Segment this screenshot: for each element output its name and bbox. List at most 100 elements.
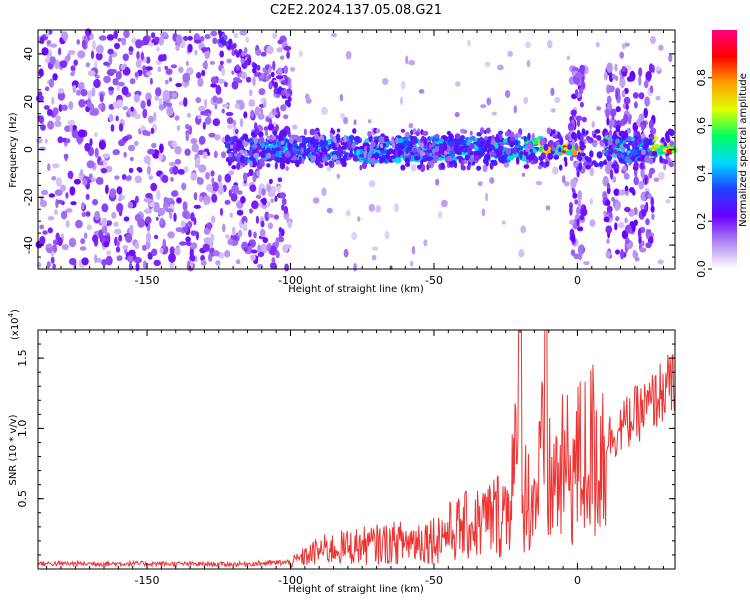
heatmap-cell bbox=[149, 202, 155, 208]
heatmap-cell bbox=[65, 220, 70, 228]
heatmap-cell bbox=[265, 147, 271, 155]
heatmap-cell bbox=[221, 136, 226, 144]
heatmap-cell bbox=[433, 155, 438, 164]
heatmap-cell bbox=[321, 106, 328, 116]
heatmap-cell bbox=[236, 140, 243, 147]
heatmap-cell bbox=[98, 103, 103, 110]
heatmap-cell bbox=[67, 50, 76, 55]
heatmap-cell bbox=[91, 87, 96, 97]
heatmap-cell bbox=[527, 142, 533, 150]
heatmap-cell bbox=[243, 111, 248, 119]
heatmap-cell bbox=[165, 208, 174, 213]
heatmap-cell bbox=[95, 257, 102, 263]
heatmap-cell bbox=[461, 165, 466, 171]
heatmap-cell bbox=[651, 151, 658, 157]
heatmap-cell bbox=[116, 186, 123, 195]
heatmap-cell bbox=[67, 119, 76, 126]
heatmap-cell bbox=[630, 149, 638, 156]
heatmap-cell bbox=[134, 256, 142, 264]
heatmap-cell bbox=[577, 162, 583, 171]
heatmap-cell bbox=[507, 50, 513, 57]
heatmap-cell bbox=[86, 160, 95, 169]
heatmap-cell bbox=[275, 75, 284, 80]
spectrogram-x-ticks: -150 -100 -50 0 bbox=[46, 30, 665, 287]
heatmap-cell bbox=[491, 138, 496, 146]
heatmap-cell bbox=[235, 51, 240, 58]
heatmap-cell bbox=[123, 135, 129, 142]
heatmap-cell bbox=[469, 136, 474, 141]
heatmap-cell bbox=[121, 86, 129, 96]
heatmap-cell bbox=[607, 139, 613, 146]
heatmap-cell bbox=[261, 197, 267, 206]
heatmap-cell bbox=[117, 81, 125, 87]
heatmap-cell bbox=[606, 160, 614, 172]
heatmap-cell bbox=[606, 154, 613, 162]
heatmap-cell bbox=[608, 150, 613, 155]
heatmap-cell bbox=[395, 137, 399, 145]
heatmap-cell bbox=[278, 131, 284, 139]
heatmap-cell bbox=[371, 254, 377, 261]
heatmap-cell bbox=[331, 32, 337, 38]
heatmap-cell bbox=[441, 146, 448, 151]
heatmap-cell bbox=[611, 163, 616, 169]
heatmap-cell bbox=[135, 39, 143, 49]
heatmap-cell bbox=[622, 133, 626, 140]
heatmap-cell bbox=[206, 184, 213, 192]
heatmap-cell bbox=[165, 102, 173, 108]
heatmap-cell bbox=[527, 132, 531, 141]
heatmap-cell bbox=[85, 193, 90, 200]
heatmap-cell bbox=[87, 70, 96, 77]
heatmap-cell bbox=[367, 131, 372, 138]
heatmap-cell bbox=[142, 108, 148, 119]
heatmap-cell bbox=[630, 156, 636, 161]
heatmap-cell bbox=[223, 34, 228, 41]
heatmap-cell bbox=[286, 50, 290, 59]
heatmap-cell bbox=[224, 250, 231, 258]
heatmap-cell bbox=[324, 156, 328, 161]
heatmap-cell bbox=[280, 55, 285, 60]
heatmap-cell bbox=[251, 200, 259, 210]
heatmap-cell bbox=[89, 138, 93, 147]
heatmap-cell bbox=[195, 97, 202, 103]
heatmap-cell bbox=[645, 242, 652, 249]
heatmap-cell bbox=[287, 96, 292, 103]
heatmap-cell bbox=[354, 157, 359, 162]
heatmap-cell bbox=[546, 127, 552, 135]
heatmap-cell bbox=[638, 113, 645, 122]
heatmap-cell bbox=[142, 65, 146, 75]
heatmap-cell bbox=[210, 30, 218, 37]
heatmap-cell bbox=[204, 49, 211, 60]
heatmap-cell bbox=[128, 46, 134, 53]
heatmap-cell bbox=[175, 34, 183, 45]
heatmap-cell bbox=[62, 31, 69, 42]
heatmap-cell bbox=[157, 66, 162, 73]
heatmap-cell bbox=[327, 144, 334, 149]
heatmap-cell bbox=[155, 87, 162, 97]
heatmap-cell bbox=[116, 255, 123, 262]
heatmap-cell bbox=[101, 203, 109, 213]
heatmap-cell bbox=[181, 182, 187, 191]
heatmap-cell bbox=[650, 127, 657, 134]
heatmap-cell bbox=[130, 156, 134, 162]
heatmap-cell bbox=[45, 86, 50, 92]
heatmap-cell bbox=[638, 135, 642, 143]
heatmap-cell bbox=[576, 129, 581, 138]
heatmap-cell bbox=[226, 58, 232, 64]
heatmap-cell bbox=[484, 136, 488, 141]
heatmap-cell bbox=[625, 237, 630, 244]
heatmap-cell bbox=[600, 141, 605, 147]
heatmap-cell bbox=[113, 221, 119, 227]
heatmap-cell bbox=[531, 133, 535, 141]
heatmap-cell bbox=[236, 162, 241, 170]
heatmap-cell bbox=[279, 192, 286, 199]
heatmap-cell bbox=[405, 162, 411, 167]
heatmap-cell bbox=[321, 147, 327, 153]
heatmap-cell bbox=[268, 118, 273, 126]
heatmap-cell bbox=[231, 226, 236, 236]
heatmap-cell bbox=[190, 242, 198, 250]
heatmap-cell bbox=[105, 255, 113, 266]
colorbar-tick-label: 0.0 bbox=[695, 260, 708, 278]
heatmap-cell bbox=[596, 151, 603, 159]
heatmap-cell bbox=[105, 184, 109, 195]
heatmap-cell bbox=[187, 43, 193, 53]
